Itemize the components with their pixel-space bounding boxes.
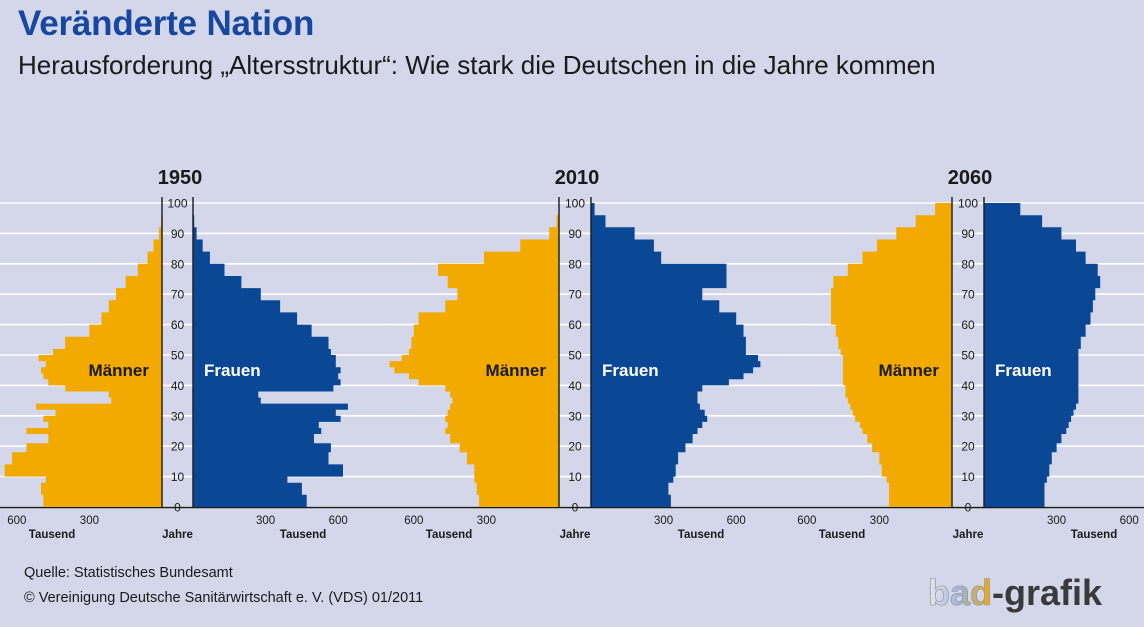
age-tick-label: 80 [961, 257, 975, 271]
age-tick-label: 50 [568, 349, 582, 363]
age-tick-label: 70 [961, 288, 975, 302]
maenner-label: Männer [486, 361, 547, 380]
age-tick-label: 100 [958, 197, 978, 211]
age-tick-label: 70 [171, 288, 185, 302]
bad-grafik-logo: bad -grafik [928, 572, 1103, 614]
unit-label-left: Tausend [819, 529, 865, 541]
age-tick-label: 50 [171, 349, 185, 363]
age-tick-label: 30 [961, 409, 975, 423]
age-tick-label: 10 [961, 470, 975, 484]
maenner-series-2060 [831, 203, 952, 507]
maenner-series-2010 [389, 203, 559, 507]
value-tick-label: 600 [797, 515, 816, 527]
value-tick-label: 300 [1047, 515, 1066, 527]
value-tick-label: 600 [404, 515, 423, 527]
age-tick-label: 30 [568, 409, 582, 423]
frauen-label: Frauen [204, 361, 261, 380]
age-tick-label: 100 [167, 197, 187, 211]
unit-label-right: Tausend [678, 529, 724, 541]
age-tick-label: 80 [171, 257, 185, 271]
age-tick-label: 50 [961, 349, 975, 363]
chart-title: Veränderte Nation [18, 4, 315, 43]
unit-label-right: Tausend [1071, 529, 1117, 541]
chart-subtitle: Herausforderung „Altersstruktur“: Wie st… [18, 50, 936, 80]
maenner-series-1950 [4, 203, 163, 507]
age-tick-label: 0 [572, 501, 579, 515]
age-unit-label: Jahre [560, 529, 591, 541]
age-tick-label: 70 [568, 288, 582, 302]
maenner-label: Männer [89, 361, 150, 380]
value-tick-label: 600 [7, 515, 26, 527]
age-tick-label: 60 [171, 318, 185, 332]
age-tick-label: 60 [961, 318, 975, 332]
age-tick-label: 20 [961, 440, 975, 454]
frauen-series-1950 [193, 203, 348, 507]
maenner-label: Männer [879, 361, 940, 380]
age-unit-label: Jahre [953, 529, 984, 541]
age-tick-label: 40 [961, 379, 975, 393]
age-tick-label: 90 [171, 227, 185, 241]
value-tick-label: 300 [80, 515, 99, 527]
frauen-series-2060 [984, 203, 1101, 507]
age-tick-label: 30 [171, 409, 185, 423]
age-tick-label: 0 [965, 501, 972, 515]
svg-text:bad: bad [928, 572, 992, 613]
value-tick-label: 300 [654, 515, 673, 527]
year-label: 2060 [948, 167, 993, 189]
frauen-series-2010 [591, 203, 761, 507]
year-label: 1950 [158, 167, 203, 189]
age-tick-label: 100 [565, 197, 585, 211]
age-tick-label: 20 [171, 440, 185, 454]
year-label: 2010 [555, 167, 600, 189]
unit-label-right: Tausend [280, 529, 326, 541]
value-tick-label: 600 [329, 515, 348, 527]
age-tick-label: 10 [171, 470, 185, 484]
age-tick-label: 0 [174, 501, 181, 515]
age-tick-label: 60 [568, 318, 582, 332]
frauen-label: Frauen [995, 361, 1052, 380]
svg-text:-grafik: -grafik [992, 572, 1103, 613]
copyright-note: © Vereinigung Deutsche Sanitärwirtschaft… [24, 590, 424, 606]
unit-label-left: Tausend [426, 529, 472, 541]
age-tick-label: 90 [961, 227, 975, 241]
value-tick-label: 300 [256, 515, 275, 527]
value-tick-label: 300 [477, 515, 496, 527]
age-tick-label: 80 [568, 257, 582, 271]
age-tick-label: 90 [568, 227, 582, 241]
age-tick-label: 40 [568, 379, 582, 393]
age-tick-label: 10 [568, 470, 582, 484]
value-tick-label: 300 [870, 515, 889, 527]
source-note: Quelle: Statistisches Bundesamt [24, 565, 233, 581]
value-tick-label: 600 [1120, 515, 1139, 527]
age-tick-label: 40 [171, 379, 185, 393]
age-tick-label: 20 [568, 440, 582, 454]
frauen-label: Frauen [602, 361, 659, 380]
age-unit-label: Jahre [162, 529, 193, 541]
value-tick-label: 600 [727, 515, 746, 527]
unit-label-left: Tausend [29, 529, 75, 541]
